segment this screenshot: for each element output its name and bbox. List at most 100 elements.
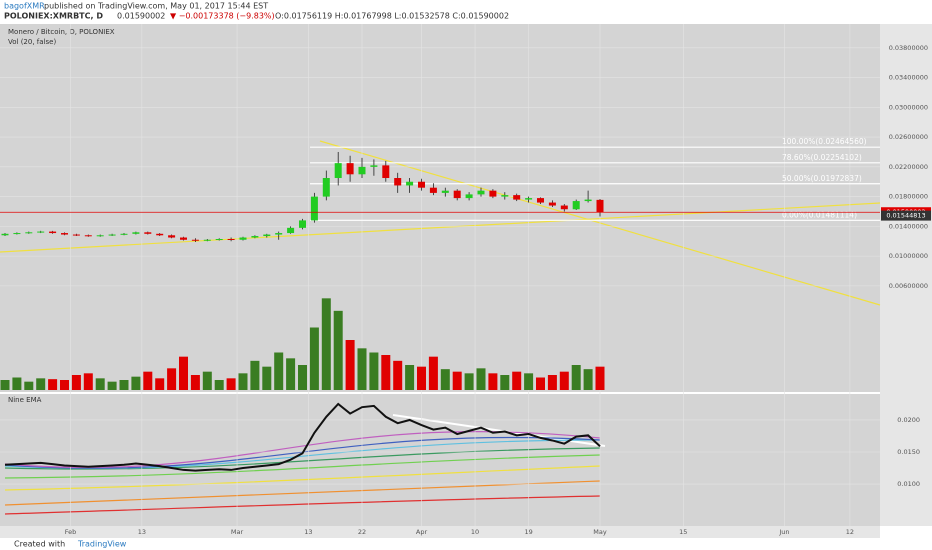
volume-bar: [536, 377, 545, 390]
volume-bar: [274, 352, 284, 390]
y-tick-label: 0.01400000: [889, 222, 928, 230]
y-tick-label: 0.03000000: [889, 103, 928, 111]
candle-body: [560, 205, 568, 210]
candle-body: [215, 239, 223, 241]
indicator-label: Nine EMA: [8, 396, 42, 404]
candle-body: [84, 235, 92, 237]
y-tick-label: 0.03400000: [889, 74, 928, 82]
volume-bar: [190, 375, 200, 390]
candle-body: [168, 235, 176, 238]
y-tick-label: 0.02600000: [889, 133, 928, 141]
volume-bar: [559, 371, 569, 390]
volume-bar: [167, 368, 177, 390]
candle-body: [477, 190, 485, 195]
ema-line: [4, 436, 601, 469]
volume-bar: [440, 369, 450, 390]
candle-body: [418, 181, 425, 188]
y2-tick-label: 0.0200: [897, 416, 920, 424]
time-axis: [0, 526, 880, 538]
indicator-pane: [0, 394, 880, 526]
x-tick-label: May: [593, 528, 607, 536]
candle-body: [489, 190, 497, 197]
candle-body: [275, 233, 283, 235]
volume-label: Vol (20, false): [8, 38, 56, 46]
y-tick-label: 0.00600000: [889, 282, 928, 290]
candle-body: [263, 234, 271, 237]
x-tick-label: 13: [138, 528, 146, 536]
indicator-price-line: [4, 402, 601, 472]
y-tick-label: 0.01000000: [889, 252, 928, 260]
candle-body: [96, 235, 104, 237]
candle-body: [596, 199, 604, 213]
candle-body: [251, 236, 259, 238]
y-tick-label: 0.01800000: [889, 193, 928, 201]
candle-body: [513, 195, 521, 200]
volume-bar: [262, 366, 272, 390]
candle-body: [382, 165, 390, 179]
volume-bar: [12, 377, 22, 390]
candle-body: [25, 232, 33, 234]
ohlc: O:0.01756119 H:0.01767998 L:0.01532578 C…: [275, 12, 509, 21]
volume-bar: [369, 352, 379, 390]
volume-bar: [476, 368, 486, 390]
volume-bar: [405, 365, 415, 390]
ema-line: [4, 454, 601, 479]
volume-bar: [524, 373, 534, 390]
support-line: [0, 202, 881, 253]
ema-lines: [4, 431, 601, 515]
volume-bar: [595, 366, 605, 390]
candle-body: [394, 178, 402, 186]
volume-bar: [155, 378, 165, 390]
candle-body: [180, 237, 187, 240]
volume-bar: [500, 375, 510, 390]
candle-body: [227, 239, 235, 241]
candle-body: [310, 196, 318, 221]
volume-bar: [286, 358, 296, 390]
volume-bar: [131, 376, 141, 390]
volume-bar: [95, 378, 105, 390]
volume-bar: [226, 378, 236, 390]
author[interactable]: bagofXMR: [4, 2, 45, 11]
footer-brand[interactable]: TradingView: [77, 540, 127, 549]
ema-line: [4, 447, 601, 470]
volume-bar: [488, 373, 498, 390]
candle-body: [144, 232, 152, 234]
volume-bar: [238, 373, 248, 390]
price-tag-label: 0.01544813: [886, 212, 925, 220]
ema-line: [4, 465, 601, 491]
volume-bar: [357, 348, 367, 390]
y2-tick-label: 0.0100: [897, 480, 920, 488]
candle-body: [49, 231, 57, 234]
volume-bar: [298, 365, 307, 390]
volume-bar: [428, 356, 438, 390]
volume-bar: [583, 369, 593, 390]
volume-bar: [250, 360, 260, 390]
candle-body: [429, 187, 437, 193]
candle-body: [1, 233, 9, 236]
candle-body: [191, 239, 199, 241]
price-pane: [0, 24, 880, 392]
chart-title: Monero / Bitcoin, D, POLONIEX: [8, 28, 115, 36]
volume-bar: [202, 371, 212, 390]
volume-bar: [0, 380, 10, 390]
x-tick-label: 19: [524, 528, 532, 536]
candle-body: [465, 194, 473, 199]
x-tick-label: 22: [358, 528, 366, 536]
volume-bar: [547, 375, 557, 390]
candle-body: [537, 198, 544, 203]
candle-body: [525, 198, 533, 200]
volume-bar: [24, 381, 34, 390]
x-tick-label: 10: [471, 528, 479, 536]
candle-body: [548, 202, 556, 206]
candle-body: [370, 165, 378, 167]
volume-bar: [333, 310, 343, 390]
x-tick-label: 13: [304, 528, 312, 536]
candle-body: [37, 231, 45, 233]
volume-bar: [393, 360, 403, 390]
candle-body: [287, 227, 295, 234]
volume-bar: [512, 371, 522, 390]
candle-body: [334, 163, 342, 179]
fib-label: 50.00%(0.01972837): [782, 174, 862, 183]
candle-body: [108, 234, 116, 236]
